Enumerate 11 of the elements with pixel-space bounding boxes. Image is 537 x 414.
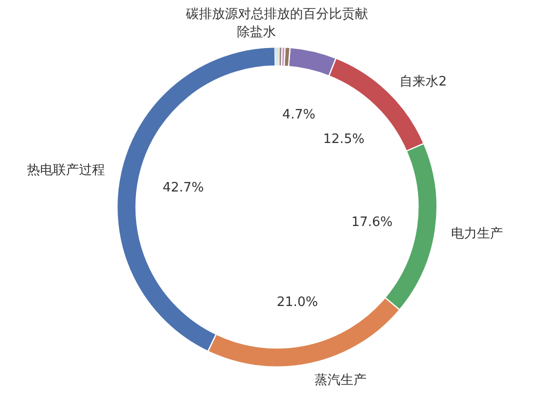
slice-label: 热电联产过程 [27, 163, 106, 178]
chart-title: 碳排放源对总排放的百分比贡献 [185, 7, 368, 22]
data-label: 4.7% [282, 108, 316, 123]
slice-label: 电力生产 [451, 226, 504, 242]
slice-label: 蒸汽生产 [314, 373, 366, 388]
slice-label: 除盐水 [236, 25, 276, 40]
data-label: 12.5% [323, 132, 364, 148]
slice-label: 自来水2 [399, 74, 447, 90]
data-label: 42.7% [162, 180, 204, 196]
data-label: 21.0% [276, 294, 318, 310]
data-label: 17.6% [351, 214, 393, 230]
